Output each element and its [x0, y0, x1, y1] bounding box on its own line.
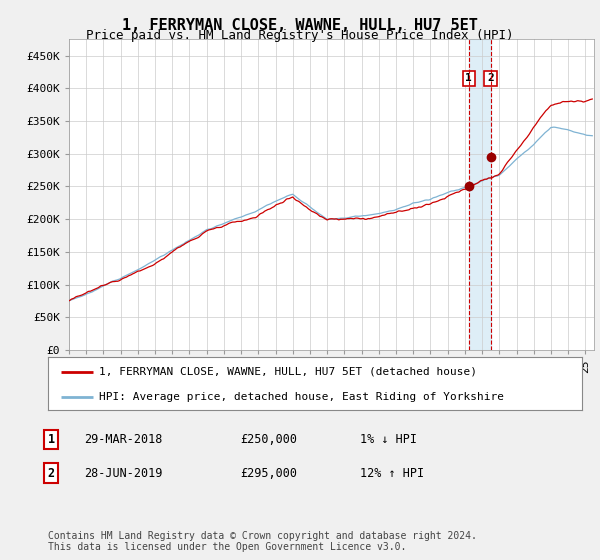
Text: Contains HM Land Registry data © Crown copyright and database right 2024.
This d: Contains HM Land Registry data © Crown c… — [48, 531, 477, 553]
Text: 29-MAR-2018: 29-MAR-2018 — [84, 433, 163, 446]
Text: 1, FERRYMAN CLOSE, WAWNE, HULL, HU7 5ET (detached house): 1, FERRYMAN CLOSE, WAWNE, HULL, HU7 5ET … — [99, 367, 477, 377]
Text: 2: 2 — [47, 466, 55, 480]
Text: Price paid vs. HM Land Registry's House Price Index (HPI): Price paid vs. HM Land Registry's House … — [86, 29, 514, 42]
Text: 1: 1 — [47, 433, 55, 446]
Text: £295,000: £295,000 — [240, 466, 297, 480]
Text: 28-JUN-2019: 28-JUN-2019 — [84, 466, 163, 480]
Text: 1, FERRYMAN CLOSE, WAWNE, HULL, HU7 5ET: 1, FERRYMAN CLOSE, WAWNE, HULL, HU7 5ET — [122, 18, 478, 33]
Bar — [469, 39, 491, 350]
Text: 12% ↑ HPI: 12% ↑ HPI — [360, 466, 424, 480]
Text: 2: 2 — [487, 73, 494, 83]
Text: 1% ↓ HPI: 1% ↓ HPI — [360, 433, 417, 446]
Text: 1: 1 — [466, 73, 472, 83]
Text: HPI: Average price, detached house, East Riding of Yorkshire: HPI: Average price, detached house, East… — [99, 391, 504, 402]
Text: £250,000: £250,000 — [240, 433, 297, 446]
